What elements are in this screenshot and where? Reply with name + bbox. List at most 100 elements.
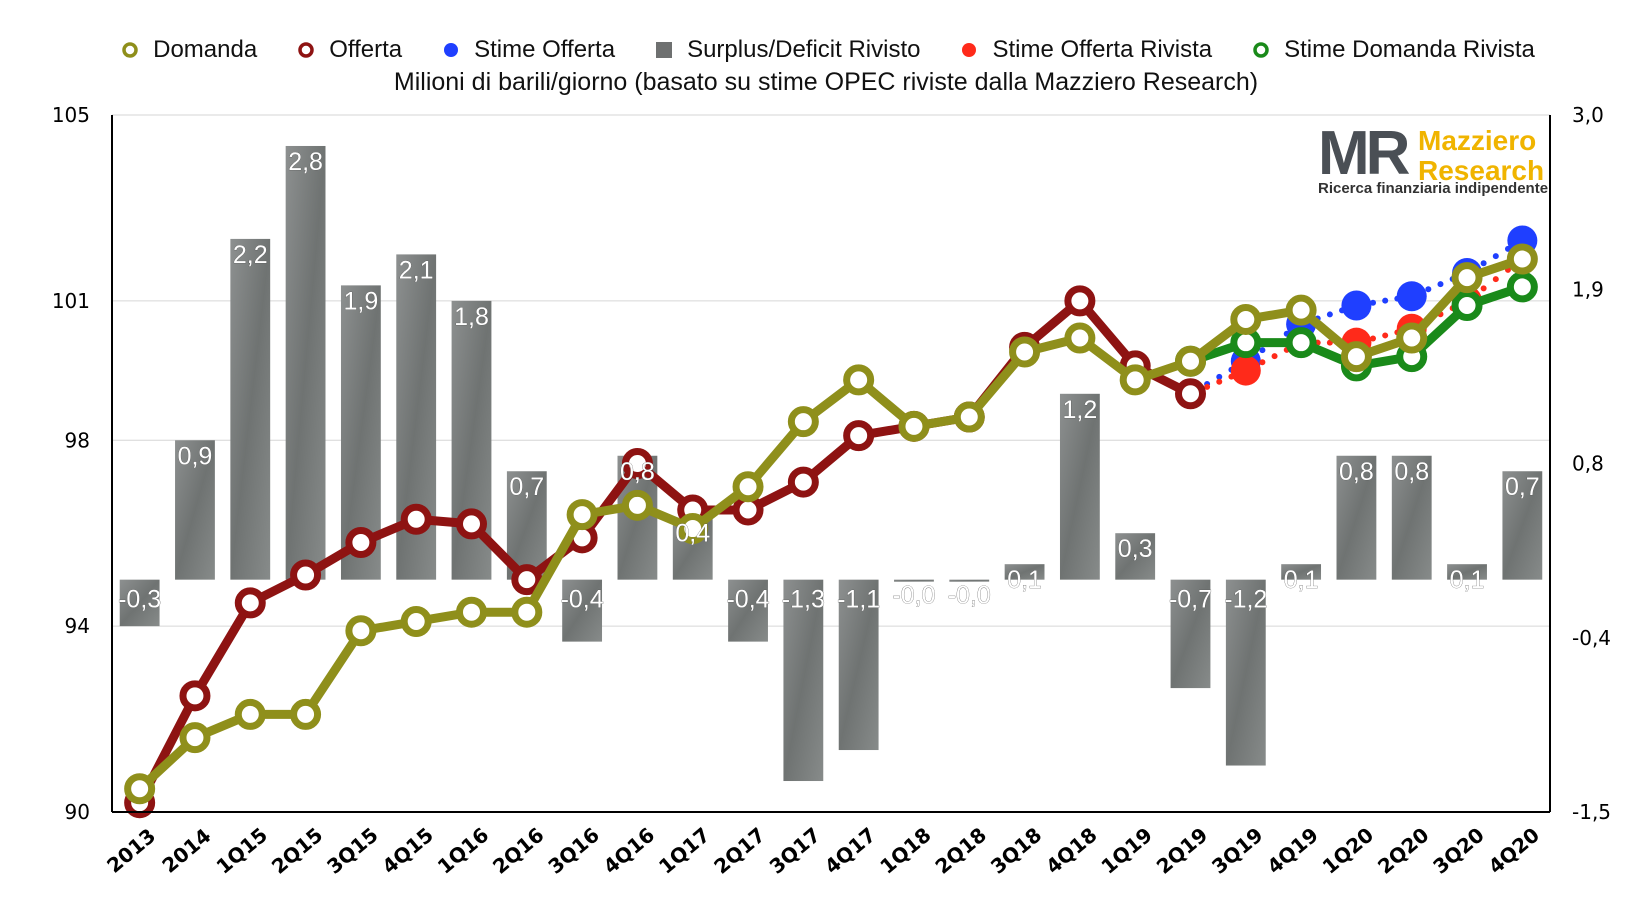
series-marker xyxy=(843,420,875,452)
legend-item-3: Surplus/Deficit Rivisto xyxy=(651,36,920,64)
series-marker xyxy=(290,698,322,730)
x-tick-label: 3Q16 xyxy=(543,823,603,879)
surplus-bar xyxy=(1225,579,1266,766)
series-marker xyxy=(1506,243,1538,275)
series-marker xyxy=(1451,290,1483,322)
y-right-tick-label: -1,5 xyxy=(1572,800,1611,824)
series-marker xyxy=(1285,294,1317,326)
surplus-bar xyxy=(1502,471,1543,580)
bar-value-label: 0,7 xyxy=(509,473,544,501)
bar-value-label: 1,2 xyxy=(1063,396,1098,424)
bar-value-label: 1,8 xyxy=(454,303,489,331)
surplus-bar xyxy=(1059,393,1100,580)
series-marker xyxy=(1175,345,1206,377)
logo-mark: MR xyxy=(1318,119,1410,188)
bar-value-label: 0,1 xyxy=(1450,566,1485,594)
series-dot xyxy=(1480,285,1487,292)
legend-label: Stime Offerta Rivista xyxy=(992,36,1213,63)
logo-name: Mazziero Research xyxy=(1418,126,1544,186)
surplus-bar xyxy=(230,238,271,580)
legend-item-4: Stime Offerta Rivista xyxy=(956,36,1212,64)
x-tick-label: 3Q20 xyxy=(1428,823,1488,879)
bar-value-label: -0,0 xyxy=(892,582,935,610)
bar-value-label: 0,1 xyxy=(1007,566,1042,594)
chart-subtitle: Milioni di barili/giorno (basato su stim… xyxy=(393,68,1259,96)
y-left-tick-label: 105 xyxy=(52,103,90,127)
x-tick-label: 4Q16 xyxy=(599,823,659,879)
legend-marker-icon xyxy=(956,39,982,61)
logo-name-line2: Research xyxy=(1418,155,1545,186)
lines-layer xyxy=(124,225,1538,819)
surplus-bar xyxy=(1336,455,1377,580)
logo-tagline: Ricerca finanziaria indipendente xyxy=(1318,180,1549,197)
bar-value-label: -1,2 xyxy=(1224,586,1267,614)
bar-value-label: -0,0 xyxy=(948,582,991,610)
bar-value-label: 2,1 xyxy=(399,256,434,284)
bar-value-label: -0,4 xyxy=(726,586,769,614)
series-dot xyxy=(1425,286,1432,293)
series-marker xyxy=(953,401,985,433)
series-marker xyxy=(621,448,653,479)
series-marker xyxy=(1285,327,1317,359)
legend-label: Stime Domanda Rivista xyxy=(1284,36,1535,63)
x-tick-label: 2Q20 xyxy=(1373,823,1433,879)
surplus-bar xyxy=(1004,564,1045,580)
series-dot xyxy=(1492,253,1499,260)
bar-value-label: 0,1 xyxy=(1284,566,1319,594)
series-marker xyxy=(843,364,875,396)
bar-value-label: 1,9 xyxy=(344,287,379,315)
series-dot xyxy=(1216,373,1223,380)
series-marker xyxy=(566,499,598,531)
y-left-tick-label: 90 xyxy=(65,800,90,824)
series-marker xyxy=(345,526,377,558)
x-tick-label: 1Q15 xyxy=(212,823,272,879)
surplus-bar xyxy=(1281,564,1322,580)
bar-value-label: 0,7 xyxy=(1505,473,1540,501)
bar-value-label: 0,8 xyxy=(1394,458,1429,486)
series-marker xyxy=(345,615,377,647)
series-marker xyxy=(400,605,432,637)
x-tick-label: 2014 xyxy=(157,824,215,878)
x-tick-label: 1Q17 xyxy=(654,823,714,879)
chart-legend: Domanda Offerta Stime Offerta Surplus/Defic… xyxy=(0,30,1652,70)
series-dot xyxy=(1492,276,1499,283)
series-dot xyxy=(1259,347,1266,354)
surplus-bar xyxy=(894,579,934,582)
series-marker xyxy=(511,564,543,596)
surplus-bar xyxy=(783,579,824,782)
series-marker xyxy=(1396,322,1428,354)
y-left-tick-label: 98 xyxy=(65,428,90,452)
legend-marker-icon xyxy=(1248,39,1274,61)
surplus-bar xyxy=(175,440,215,580)
series-marker xyxy=(290,559,322,591)
legend-item-2: Stime Offerta xyxy=(438,36,615,64)
legend-marker-icon xyxy=(293,39,319,61)
x-tick-label: 4Q19 xyxy=(1262,823,1322,879)
x-tick-label: 2Q15 xyxy=(267,823,327,879)
legend-label: Domanda xyxy=(153,36,258,63)
series-dot xyxy=(1204,383,1211,390)
series-dot xyxy=(1326,311,1333,318)
series-marker xyxy=(1119,364,1151,396)
series-marker xyxy=(1506,271,1538,303)
series-marker xyxy=(621,489,653,521)
y-right-tick-label: 3,0 xyxy=(1572,103,1604,127)
series-marker xyxy=(1230,355,1261,386)
bar-value-label: 0,3 xyxy=(1118,535,1153,563)
bars-layer xyxy=(119,145,1543,782)
y-right-tick-label: -0,4 xyxy=(1572,626,1611,650)
legend-item-1: Offerta xyxy=(293,36,402,64)
series-marker xyxy=(1009,336,1041,368)
x-tick-label: 3Q18 xyxy=(986,823,1046,879)
x-tick-label: 3Q15 xyxy=(322,823,382,879)
series-marker xyxy=(1175,378,1206,410)
series-marker xyxy=(179,680,211,712)
mazziero-logo: MR Mazziero Research Ricerca finanziaria… xyxy=(1318,118,1558,204)
series-marker xyxy=(234,698,266,730)
series-dot xyxy=(1271,353,1278,360)
series-dot xyxy=(1382,332,1389,339)
legend-item-0: Domanda xyxy=(117,36,257,64)
series-marker xyxy=(1340,341,1372,373)
series-marker xyxy=(511,596,543,628)
